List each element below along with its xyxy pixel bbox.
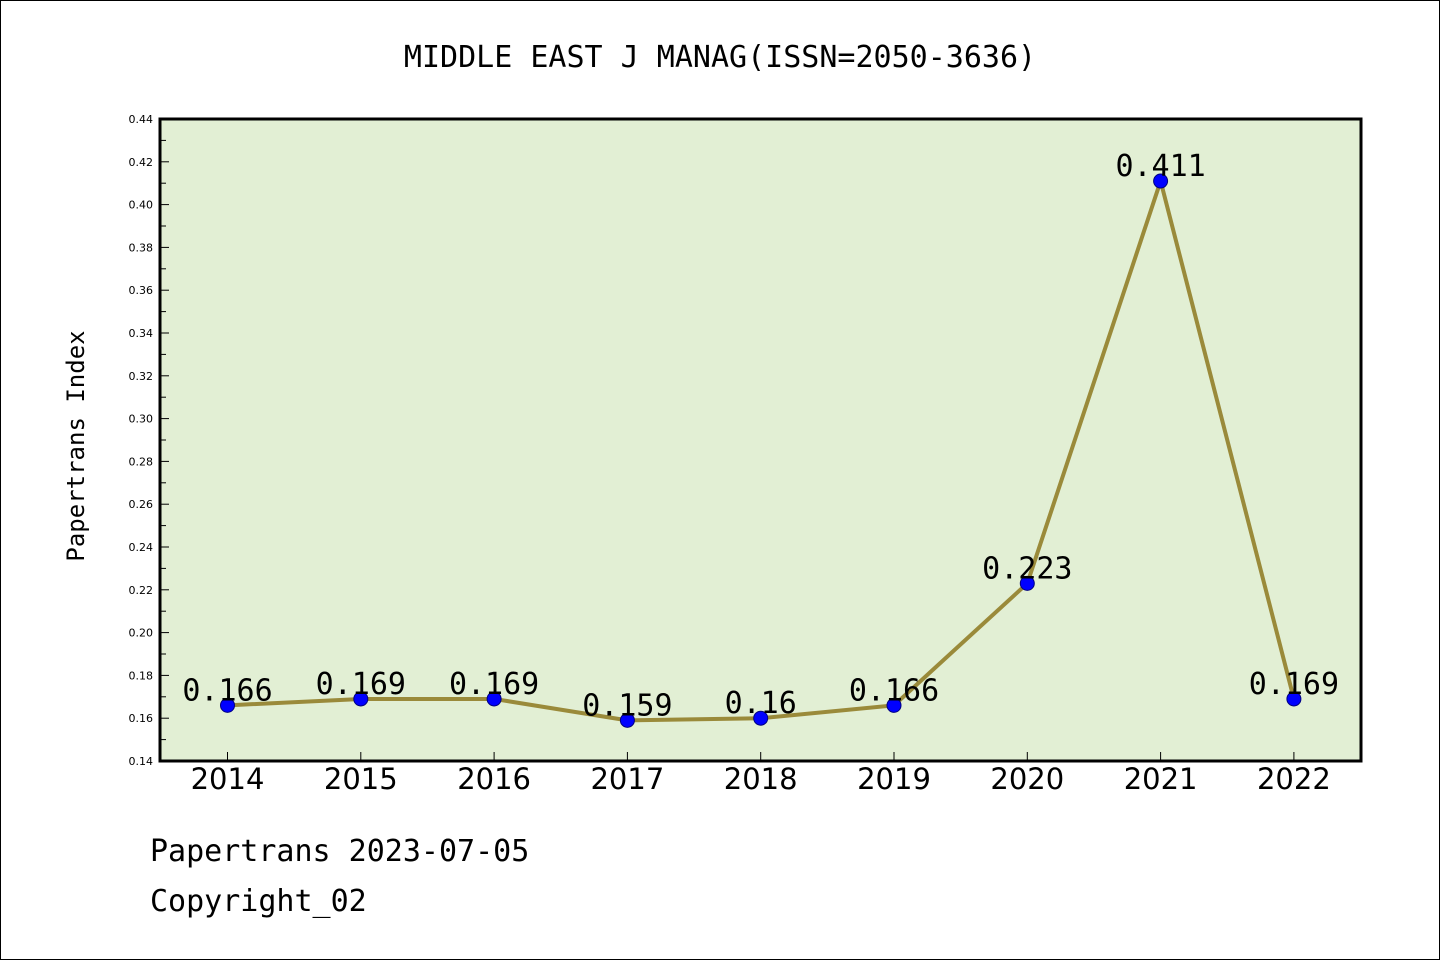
data-label: 0.169 (1249, 667, 1339, 702)
x-tick-label: 2017 (590, 762, 664, 796)
y-tick-label: 0.36 (129, 284, 154, 297)
data-point (886, 697, 902, 713)
data-label: 0.166 (182, 673, 272, 708)
data-label: 0.159 (582, 688, 672, 723)
y-tick-label: 0.22 (129, 584, 154, 597)
data-label: 0.166 (849, 673, 939, 708)
data-point (1153, 173, 1169, 189)
x-tick-label: 2021 (1124, 762, 1198, 796)
y-tick-label: 0.26 (129, 498, 154, 511)
y-axis-label: Papertrans Index (62, 330, 90, 561)
data-point (1286, 691, 1302, 707)
y-tick-label: 0.44 (129, 113, 154, 126)
data-label: 0.169 (316, 667, 406, 702)
y-tick-label: 0.34 (129, 327, 154, 340)
data-point (1019, 575, 1035, 591)
x-tick-label: 2018 (724, 762, 798, 796)
data-point (619, 712, 635, 728)
y-tick-label: 0.16 (129, 712, 154, 725)
y-tick-label: 0.20 (129, 627, 154, 640)
y-tick-label: 0.24 (129, 541, 154, 554)
y-tick-label: 0.40 (129, 199, 154, 212)
x-axis: 2014 2015 2016 2017 2018 2019 2020 2021 2022 (191, 752, 1331, 796)
y-tick-label: 0.28 (129, 455, 154, 468)
data-label: 0.223 (982, 551, 1072, 586)
x-tick-label: 2022 (1257, 762, 1331, 796)
y-tick-label: 0.42 (129, 156, 154, 169)
data-label: 0.169 (449, 667, 539, 702)
x-tick-label: 2020 (990, 762, 1064, 796)
chart-title: MIDDLE EAST J MANAG(ISSN=2050-3636) (404, 40, 1036, 75)
x-tick-label: 2014 (191, 762, 265, 796)
data-point (220, 697, 235, 713)
x-tick-label: 2016 (457, 762, 531, 796)
y-tick-label: 0.32 (129, 370, 154, 383)
data-label: 0.16 (725, 686, 797, 721)
y-axis: 0.14 0.16 0.18 0.20 0.22 0.24 0.26 0.28 0.30 0.32… (129, 113, 169, 768)
y-tick-label: 0.30 (129, 413, 154, 426)
plot-area (158, 117, 1363, 763)
y-tick-label: 0.38 (129, 241, 154, 254)
y-tick-label: 0.18 (129, 669, 154, 682)
x-tick-label: 2019 (857, 762, 931, 796)
y-tick-label: 0.14 (129, 755, 154, 768)
series-papertrans-index: 0.166 0.169 0.169 0.159 0.16 0.166 0.223 0.411 0… (182, 149, 1339, 728)
data-point (353, 691, 369, 707)
data-point (486, 691, 502, 707)
footer-copyright: Copyright_02 (150, 884, 367, 919)
data-label: 0.411 (1115, 149, 1205, 184)
x-tick-label: 2015 (324, 762, 398, 796)
footer-date: Papertrans 2023-07-05 (150, 834, 530, 869)
data-point (753, 710, 769, 726)
